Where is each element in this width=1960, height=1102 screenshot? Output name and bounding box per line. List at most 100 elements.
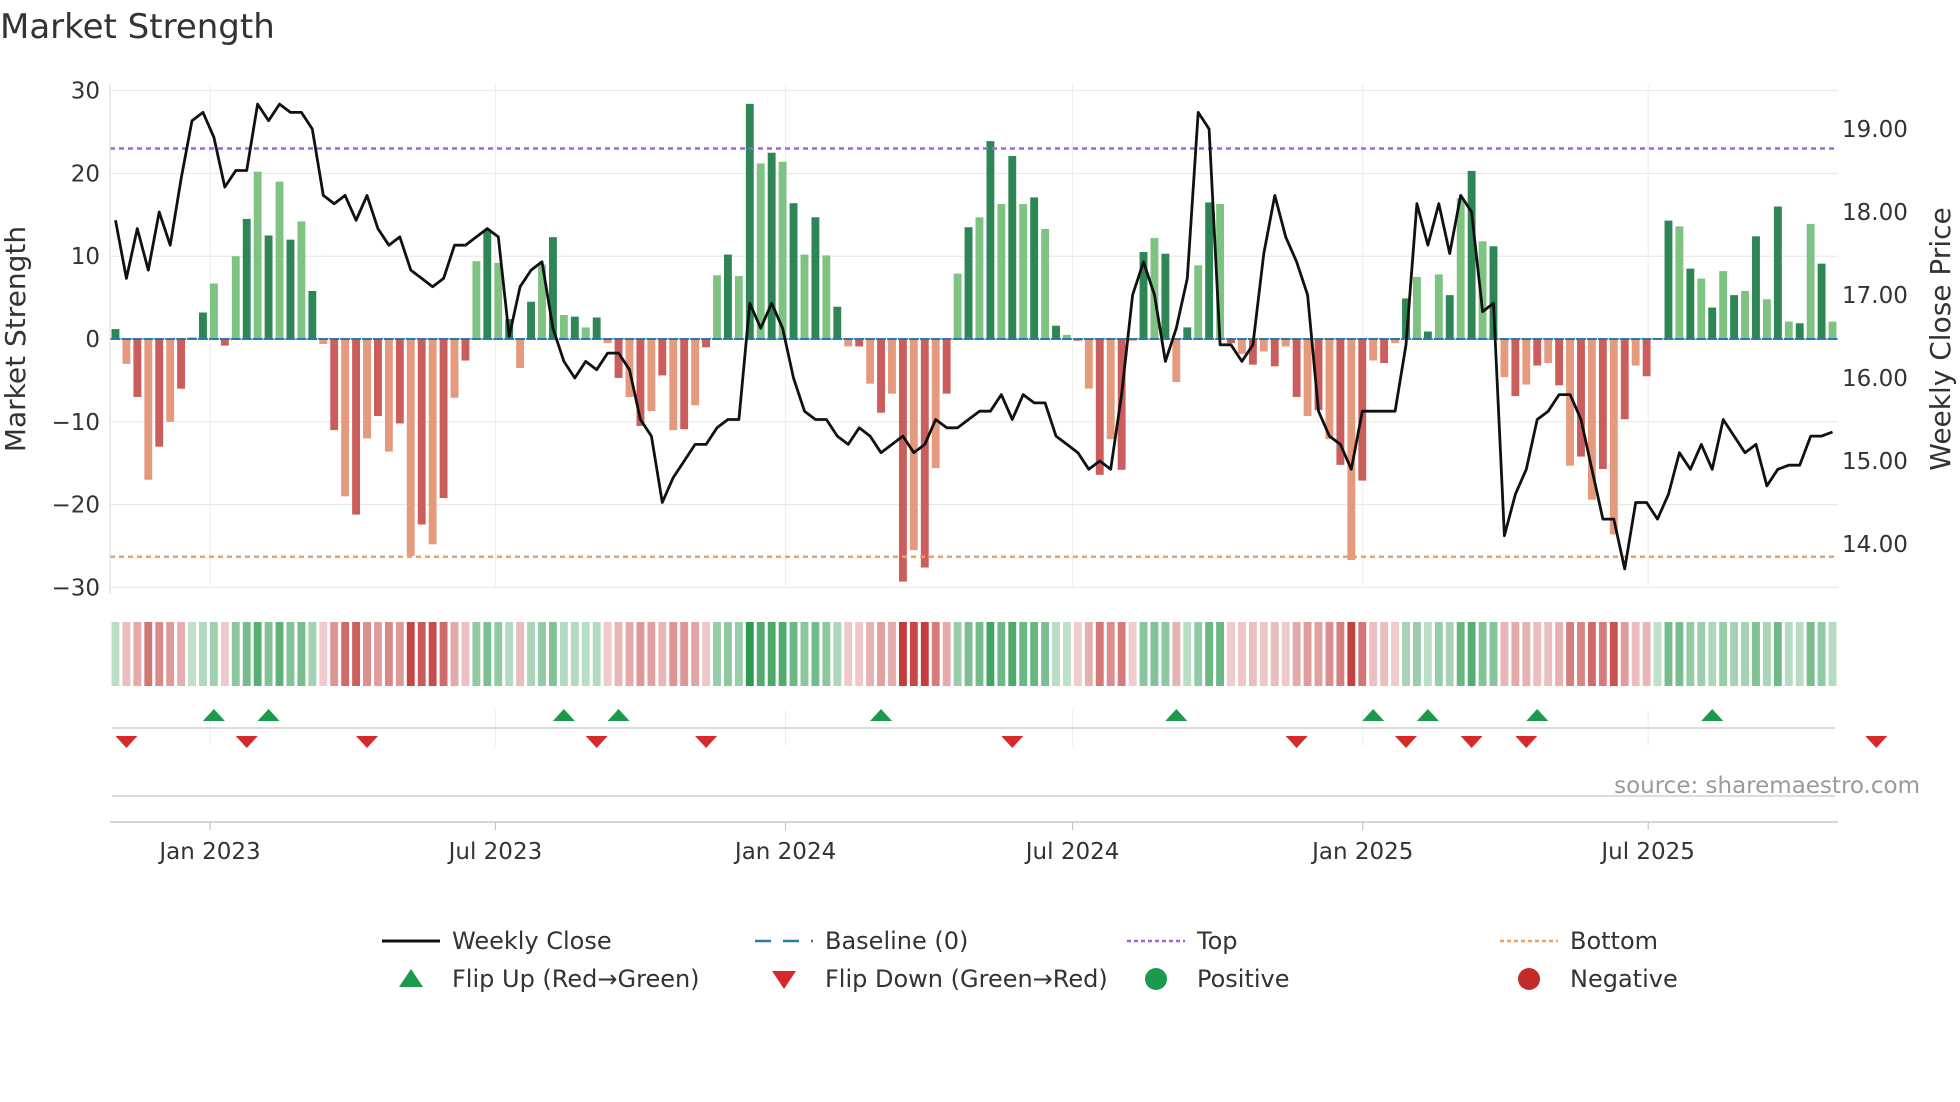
strength-bar — [1402, 298, 1410, 339]
heat-cell — [199, 622, 207, 686]
y-tick-label: −30 — [51, 575, 100, 601]
strength-bar — [242, 218, 251, 339]
heat-cell — [428, 622, 437, 686]
heat-cell — [1828, 622, 1837, 686]
heat-cell — [297, 622, 306, 686]
strength-bar — [111, 329, 120, 339]
strength-bar — [275, 181, 284, 339]
x-tick-label: Jan 2025 — [1310, 839, 1413, 865]
heat-cell — [1522, 622, 1531, 686]
heat-cell — [1544, 622, 1553, 686]
strength-bar — [592, 317, 601, 339]
strength-bar — [363, 339, 371, 439]
strength-bar — [702, 339, 710, 348]
heat-cell — [789, 622, 798, 686]
heat-cell — [253, 622, 262, 686]
x-tick-label: Jul 2023 — [447, 839, 543, 865]
strength-bar — [756, 163, 765, 339]
heat-cell — [1106, 622, 1115, 686]
heat-cell — [1642, 622, 1651, 686]
legend-flip-down-icon — [772, 971, 796, 989]
heat-cell — [1795, 622, 1804, 686]
y-tick-label: −20 — [51, 493, 100, 519]
heat-cell — [155, 622, 164, 686]
heat-cell — [1434, 622, 1443, 686]
strength-bar — [647, 339, 656, 412]
y2-tick-label: 16.00 — [1842, 366, 1908, 392]
strength-bar — [384, 339, 393, 452]
strength-bar — [559, 314, 568, 339]
strength-bar — [920, 339, 929, 568]
heat-cell — [1620, 622, 1629, 686]
heat-cell — [1762, 622, 1771, 686]
heat-cell — [669, 622, 678, 686]
heat-cell — [942, 622, 951, 686]
chart-title: Market Strength — [0, 7, 275, 47]
strength-bar — [1238, 339, 1246, 354]
heat-cell — [1052, 622, 1060, 686]
strength-bar — [1708, 307, 1717, 339]
strength-bar — [516, 339, 525, 368]
flip-up-marker — [552, 709, 575, 721]
strength-bar — [166, 339, 175, 422]
strength-bar — [1675, 226, 1684, 339]
y2-tick-label: 19.00 — [1842, 117, 1908, 143]
heat-cell — [1380, 622, 1389, 686]
strength-bar — [1019, 204, 1028, 339]
heat-cell — [1073, 622, 1082, 686]
strength-bar — [1150, 237, 1159, 339]
heat-cell — [1784, 622, 1793, 686]
strength-bar — [1052, 325, 1060, 339]
heat-cell — [931, 622, 940, 686]
strength-bar — [1719, 271, 1728, 339]
heat-cell — [592, 622, 601, 686]
strength-bar — [855, 339, 864, 347]
strength-bar — [1216, 204, 1225, 339]
legend-positive-icon — [1145, 968, 1167, 990]
strength-bar — [603, 339, 612, 344]
heat-cell — [395, 622, 404, 686]
heat-cell — [1117, 622, 1126, 686]
strength-bar — [374, 339, 382, 417]
strength-bar — [581, 327, 590, 339]
heat-cell — [734, 622, 743, 686]
heat-cell — [745, 622, 754, 686]
strength-bar — [1456, 198, 1465, 339]
heat-cell — [723, 622, 732, 686]
legend-item: Baseline (0) — [755, 927, 968, 955]
flip-down-marker — [1001, 736, 1024, 748]
heat-cell — [1675, 622, 1684, 686]
heat-cell — [581, 622, 590, 686]
heat-cell — [1511, 622, 1520, 686]
flip-down-marker — [1865, 736, 1888, 748]
strength-bar — [1642, 339, 1651, 377]
flip-up-marker — [1362, 709, 1385, 721]
heat-cell — [800, 622, 809, 686]
heat-cell — [1402, 622, 1410, 686]
strength-bar — [155, 339, 164, 447]
flip-down-marker — [235, 736, 258, 748]
heat-cell — [953, 622, 962, 686]
strength-bar — [1609, 339, 1618, 535]
strength-bar — [1106, 339, 1115, 440]
legend-item: Flip Up (Red→Green) — [399, 965, 700, 993]
heat-cell — [111, 622, 120, 686]
legend-item: Weekly Close — [382, 927, 612, 955]
strength-bar — [953, 273, 962, 339]
heat-cell — [538, 622, 546, 686]
strength-bar — [723, 254, 732, 339]
heat-cell — [603, 622, 612, 686]
strength-bar — [1139, 252, 1148, 339]
heat-cell — [133, 622, 142, 686]
strength-bar — [1063, 334, 1071, 339]
strength-bar — [1795, 323, 1804, 339]
y2-tick-label: 17.00 — [1842, 283, 1908, 309]
heat-cell — [166, 622, 175, 686]
heat-cell — [439, 622, 448, 686]
axes: 30 20 10 0 −10 −20 −30 19.00 18.00 17.00 16.00 15.0… — [51, 79, 1907, 865]
flip-down-marker — [1285, 736, 1308, 748]
strength-bar — [1412, 276, 1421, 339]
strength-bar — [986, 141, 995, 339]
heat-cell — [1391, 622, 1400, 686]
